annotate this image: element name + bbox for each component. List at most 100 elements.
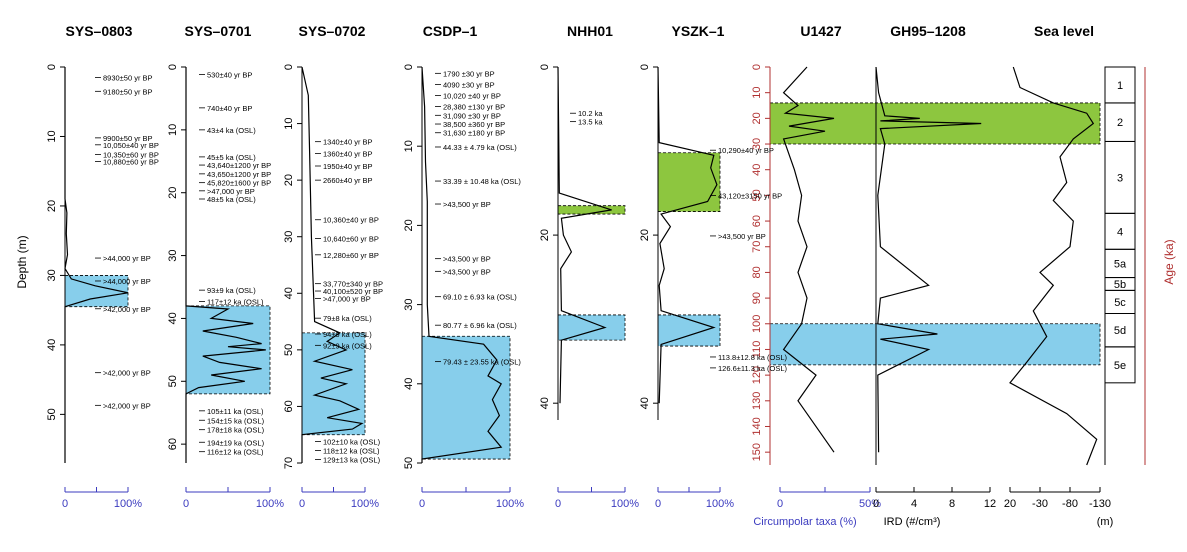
- y-tick-label: 20: [167, 187, 179, 199]
- date-label: 10,350±60 yr BP: [103, 151, 159, 160]
- date-label: 12,280±60 yr BP: [323, 251, 379, 260]
- y-tick-label: 20: [751, 112, 763, 124]
- y-tick-label: 90: [751, 292, 763, 304]
- x-tick-label: 0: [555, 498, 561, 510]
- date-label: 45±5 ka (OSL): [207, 153, 256, 162]
- x-tick-label: 100%: [706, 498, 734, 510]
- date-label: 93±9 ka (OSL): [207, 286, 256, 295]
- depth-axis-label: Depth (m): [15, 235, 29, 288]
- data-curve: [301, 66, 364, 463]
- y-tick-label: 0: [403, 64, 415, 70]
- date-label: 10,050±40 yr BP: [103, 141, 159, 150]
- date-label: 154±15 ka (OSL): [207, 416, 265, 425]
- x-tick-label: -30: [1032, 498, 1048, 510]
- y-tick-label: 30: [46, 269, 58, 281]
- x-tick-label: -80: [1062, 498, 1078, 510]
- y-tick-label: 50: [283, 344, 295, 356]
- mis-stage-label: 5b: [1114, 279, 1126, 291]
- title-u1427: U1427: [800, 23, 841, 39]
- y-tick-label: 40: [46, 339, 58, 351]
- y-tick-label: 60: [167, 438, 179, 450]
- date-label: 13.5 ka: [578, 118, 603, 127]
- x-tick-label: 50%: [859, 498, 881, 510]
- date-label: >43,500 yr BP: [443, 255, 491, 264]
- date-label: 28,380 ±130 yr BP: [443, 103, 505, 112]
- y-tick-label: 30: [283, 231, 295, 243]
- x-tick-label: 0: [62, 498, 68, 510]
- date-label: >47,000 yr BP: [207, 187, 255, 196]
- y-tick-label: 0: [283, 64, 295, 70]
- y-tick-label: 150: [751, 443, 763, 461]
- y-tick-label: 140: [751, 417, 763, 435]
- data-curve: [557, 66, 612, 404]
- date-label: 79±8 ka (OSL): [323, 314, 372, 323]
- y-tick-label: 0: [46, 64, 58, 70]
- date-label: 69.10 ± 6.93 ka (OSL): [443, 293, 517, 302]
- date-label: 10,640±60 yr BP: [323, 234, 379, 243]
- y-tick-label: 20: [539, 229, 551, 241]
- highlight-band: [421, 335, 511, 460]
- title-sys0803: SYS–0803: [66, 23, 133, 39]
- date-label: 105±11 ka (OSL): [207, 407, 264, 416]
- y-tick-label: 50: [46, 408, 58, 420]
- x-tick-label: 0: [655, 498, 661, 510]
- y-tick-label: 50: [751, 189, 763, 201]
- x-tick-label: 0: [419, 498, 425, 510]
- y-tick-label: 80: [751, 266, 763, 278]
- date-label: 129±13 ka (OSL): [323, 456, 381, 465]
- y-tick-label: 0: [639, 64, 651, 70]
- x-tick-label: 8: [949, 498, 955, 510]
- date-label: 116±12 ka (OSL): [207, 448, 264, 457]
- date-label: 10,360±40 yr BP: [323, 216, 379, 225]
- date-label: >43,500 yr BP: [443, 267, 491, 276]
- highlight-band: [769, 323, 1101, 366]
- circumpolar-axis-label: Circumpolar taxa (%): [753, 516, 856, 528]
- x-tick-label: 0: [299, 498, 305, 510]
- date-label: 43,650±1200 yr BP: [207, 170, 271, 179]
- y-tick-label: 40: [751, 164, 763, 176]
- data-curve: [1009, 66, 1098, 466]
- y-tick-label: 40: [539, 397, 551, 409]
- date-label: >44,000 yr BP: [103, 254, 151, 263]
- date-label: 1950±40 yr BP: [323, 162, 373, 171]
- date-label: 43,120±3150 yr BP: [718, 192, 782, 201]
- data-curve: [421, 66, 503, 463]
- title-sys0701: SYS–0701: [185, 23, 252, 39]
- y-tick-label: 110: [751, 341, 763, 359]
- y-tick-label: 0: [751, 64, 763, 70]
- date-label: 94±9 ka (OSL): [323, 330, 372, 339]
- date-label: 117±12 ka (OSL): [207, 297, 264, 306]
- date-label: 45,820±1600 yr BP: [207, 179, 271, 188]
- date-label: 126.6±11.3 ka (OSL): [718, 364, 788, 373]
- title-gh95: GH95–1208: [890, 23, 966, 39]
- date-label: 38,500 ±360 yr BP: [443, 120, 505, 129]
- y-tick-label: 20: [403, 219, 415, 231]
- x-tick-label: 0: [873, 498, 879, 510]
- date-label: 10,880±60 yr BP: [103, 157, 159, 166]
- y-tick-label: 0: [539, 64, 551, 70]
- ird-axis-label: IRD (#/cm³): [884, 516, 941, 528]
- mis-stage-label: 5a: [1114, 258, 1127, 270]
- title-csdp1: CSDP–1: [423, 23, 478, 39]
- highlight-band: [769, 102, 1101, 145]
- data-curves: [64, 66, 1098, 466]
- date-label: 1790 ±30 yr BP: [443, 69, 495, 78]
- date-label: 31,630 ±180 yr BP: [443, 129, 505, 138]
- date-label: 118±12 ka (OSL): [323, 447, 380, 456]
- highlight-band: [185, 305, 271, 395]
- y-tick-label: 30: [403, 298, 415, 310]
- y-tick-label: 10: [167, 124, 179, 136]
- date-label: 10,020 ±40 yr BP: [443, 92, 501, 101]
- y-tick-label: 30: [167, 249, 179, 261]
- y-tick-label: 10: [283, 117, 295, 129]
- y-tick-label: 10: [751, 87, 763, 99]
- date-label: 1360±40 yr BP: [323, 150, 373, 159]
- date-label: >43,500 yr BP: [718, 232, 766, 241]
- sealevel-axis-label: (m): [1097, 516, 1114, 528]
- title-nhh01: NHH01: [567, 23, 613, 39]
- data-curve: [185, 67, 266, 463]
- date-label: 2660±40 yr BP: [323, 176, 373, 185]
- y-tick-label: 20: [283, 174, 295, 186]
- date-label: 43±4 ka (OSL): [207, 126, 256, 135]
